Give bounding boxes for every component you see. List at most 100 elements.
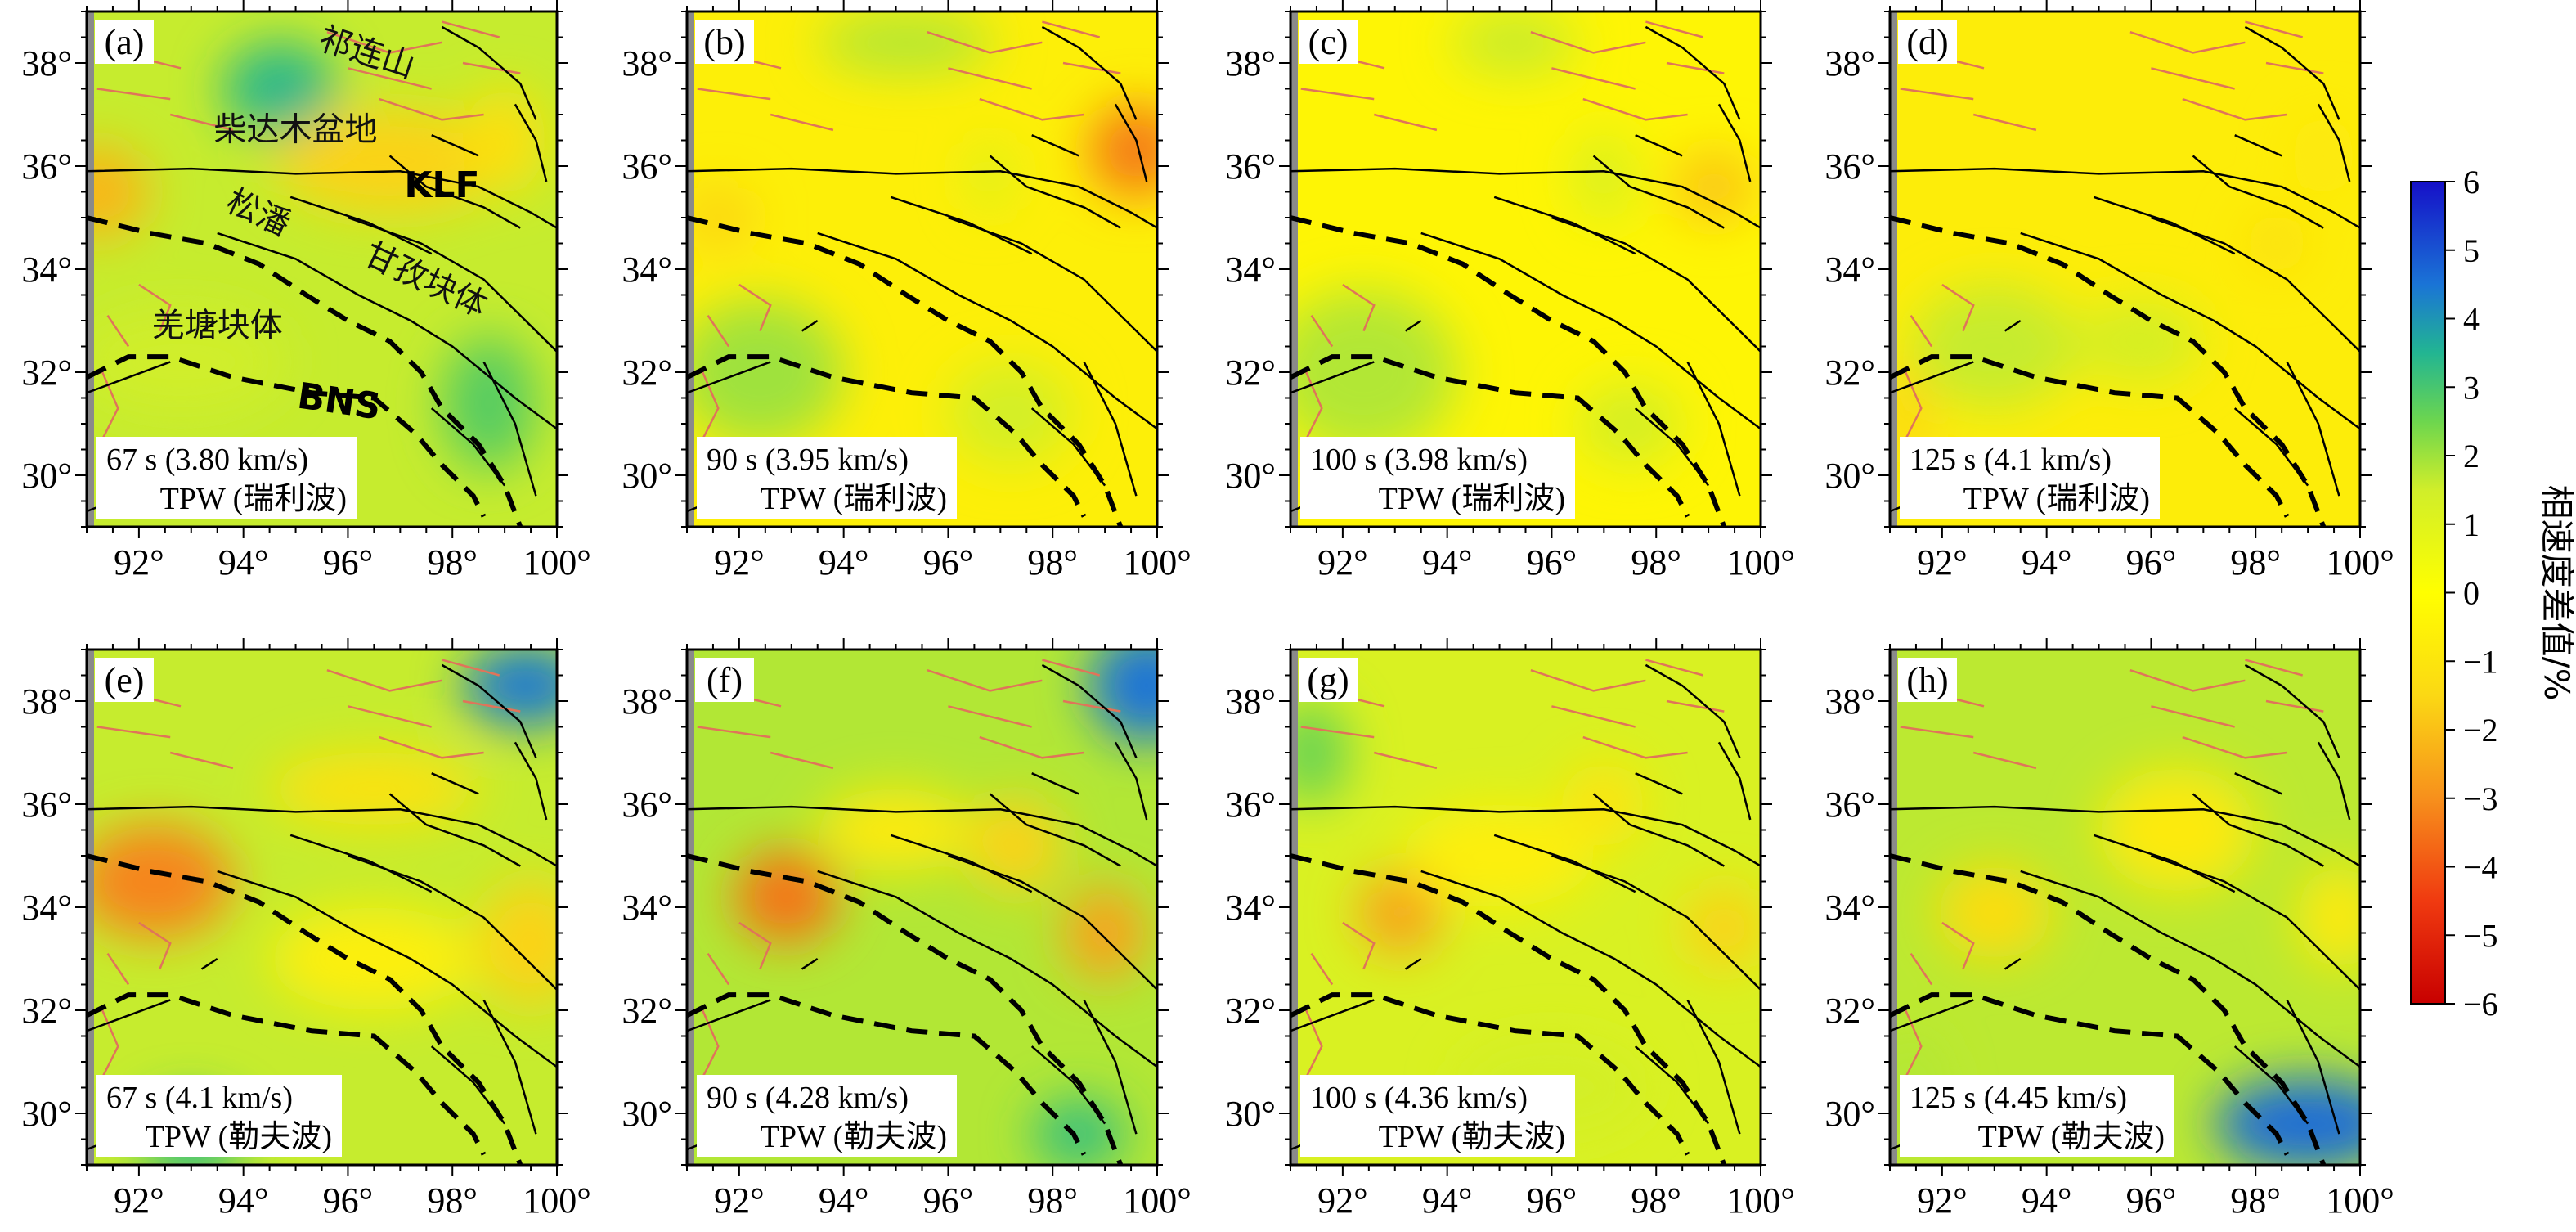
anomaly-blob bbox=[1682, 886, 1761, 969]
fault-line bbox=[1890, 361, 1974, 394]
fault-line bbox=[1493, 834, 1636, 893]
panel-letter: (a) bbox=[105, 22, 145, 62]
x-tick-label: 96° bbox=[1527, 542, 1577, 582]
panel-letter-box bbox=[695, 20, 754, 64]
fault-line bbox=[2192, 793, 2324, 867]
red-fault-line bbox=[1666, 699, 1725, 713]
y-tick-label: 36° bbox=[622, 785, 672, 825]
red-fault-line bbox=[707, 953, 730, 986]
fault-line bbox=[947, 216, 1157, 353]
fault-line bbox=[431, 772, 479, 795]
fault-line bbox=[801, 319, 819, 332]
red-fault-line bbox=[1300, 726, 1375, 739]
red-fault-line bbox=[1062, 699, 1121, 713]
fault-line bbox=[514, 103, 548, 182]
red-fault-line bbox=[1310, 315, 1334, 348]
anomaly-blob bbox=[1063, 886, 1147, 980]
map-panel: (c) 100 s (3.98 km/s) TPW (瑞利波) 92° 94° 96° 98… bbox=[1225, 0, 1795, 582]
y-tick-label: 32° bbox=[21, 353, 72, 393]
fault-line bbox=[441, 663, 537, 758]
y-tick-label: 38° bbox=[21, 43, 72, 83]
info-box bbox=[1900, 1075, 2174, 1157]
x-tick-label: 100° bbox=[523, 542, 591, 582]
y-tick-label: 38° bbox=[1225, 43, 1276, 83]
fault-line bbox=[441, 25, 537, 120]
fault-line bbox=[817, 870, 1157, 1068]
anomaly-blob bbox=[2214, 1077, 2360, 1165]
fault-line bbox=[2286, 361, 2340, 497]
period-label: 125 s (4.1 km/s) bbox=[1910, 443, 2112, 477]
x-tick-label: 92° bbox=[1317, 1180, 1368, 1221]
panel-letter-box bbox=[95, 20, 154, 64]
y-tick-label: 38° bbox=[1225, 681, 1276, 722]
red-fault-line bbox=[96, 88, 171, 101]
fault-line bbox=[947, 854, 1157, 991]
fault-line bbox=[87, 167, 557, 229]
y-tick-label: 30° bbox=[21, 456, 72, 496]
red-fault-line bbox=[2182, 97, 2287, 121]
fault-line bbox=[1290, 999, 1375, 1032]
suture-line bbox=[1290, 853, 1727, 1165]
red-fault-line bbox=[2151, 705, 2235, 728]
y-tick-label: 38° bbox=[21, 681, 72, 722]
red-fault-line bbox=[462, 61, 521, 74]
red-fault-line bbox=[442, 659, 500, 677]
y-tick-label: 34° bbox=[1824, 888, 1875, 928]
anomaly-blob bbox=[463, 650, 557, 727]
red-fault-line bbox=[2245, 20, 2304, 38]
red-fault-line bbox=[979, 97, 1084, 121]
suture-line bbox=[87, 215, 523, 527]
red-fault-line bbox=[707, 315, 730, 348]
colorbar-tick-label: 2 bbox=[2463, 438, 2480, 474]
red-fault-line bbox=[697, 88, 771, 101]
suture-line bbox=[687, 853, 1124, 1165]
red-fault-line bbox=[138, 921, 172, 970]
y-tick-label: 38° bbox=[622, 43, 672, 83]
period-label: 90 s (4.28 km/s) bbox=[707, 1081, 909, 1115]
fault-line bbox=[1890, 167, 2360, 229]
y-tick-label: 36° bbox=[21, 785, 72, 825]
red-fault-line bbox=[348, 67, 432, 90]
fault-line bbox=[1290, 805, 1761, 867]
map-panel: (b) 90 s (3.95 km/s) TPW (瑞利波) 92° 94° 96° 98°… bbox=[622, 0, 1192, 582]
x-tick-label: 96° bbox=[323, 542, 374, 582]
red-fault-line bbox=[379, 97, 484, 121]
fault-line bbox=[2244, 663, 2340, 758]
fault-line bbox=[2020, 870, 2360, 1068]
x-tick-label: 94° bbox=[1422, 542, 1473, 582]
y-tick-label: 32° bbox=[1225, 353, 1276, 393]
fault-line bbox=[1890, 999, 1974, 1032]
gray-margin bbox=[1290, 650, 1298, 1165]
x-tick-label: 96° bbox=[923, 542, 974, 582]
anomaly-blob bbox=[1088, 104, 1157, 197]
x-tick-label: 100° bbox=[523, 1180, 591, 1221]
red-fault-line bbox=[948, 67, 1032, 90]
y-tick-label: 30° bbox=[1824, 456, 1875, 496]
fault-line bbox=[2093, 196, 2236, 255]
gray-margin bbox=[1890, 650, 1897, 1165]
method-label: TPW (瑞利波) bbox=[1379, 482, 1565, 516]
y-tick-label: 34° bbox=[1824, 250, 1875, 290]
y-tick-label: 32° bbox=[622, 353, 672, 393]
fault-line bbox=[87, 361, 171, 394]
red-fault-line bbox=[1342, 283, 1376, 332]
anomaly-blob bbox=[275, 109, 505, 213]
red-fault-line bbox=[1645, 20, 1704, 38]
red-fault-line bbox=[1310, 953, 1334, 986]
x-tick-label: 92° bbox=[114, 1180, 164, 1221]
anomaly-blob bbox=[1562, 762, 1646, 846]
anomaly-blob bbox=[1358, 870, 1443, 954]
red-fault-line bbox=[1551, 67, 1636, 90]
fault-line bbox=[482, 361, 537, 497]
red-fault-line bbox=[1373, 751, 1438, 770]
red-fault-line bbox=[927, 31, 1043, 54]
anomaly-blob bbox=[2297, 866, 2360, 969]
y-tick-label: 30° bbox=[622, 1094, 672, 1134]
fault-line bbox=[890, 834, 1033, 893]
period-label: 67 s (4.1 km/s) bbox=[106, 1081, 293, 1115]
anomaly-blob bbox=[478, 881, 557, 1005]
colorbar: 6 5 4 3 2 1 0 −1 −2 −3 −4 −5 −6 相速度差值/% bbox=[2410, 164, 2576, 1023]
fault-line bbox=[2004, 957, 2022, 970]
fault-line bbox=[1551, 216, 1761, 353]
red-fault-line bbox=[1900, 88, 1974, 101]
